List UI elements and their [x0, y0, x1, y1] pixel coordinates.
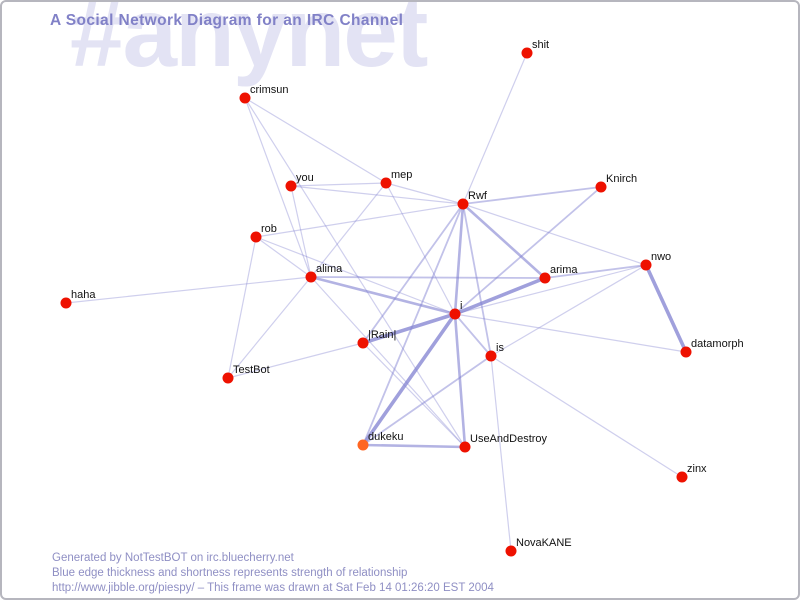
edge-rob-TestBot — [227, 236, 257, 379]
node-label-crimsun: crimsun — [250, 84, 289, 96]
edge-you-Rwf — [290, 185, 464, 205]
edge-i-dukeku — [361, 312, 457, 447]
edge-Knirch-i — [454, 186, 602, 315]
edge-is-dukeku — [362, 355, 492, 446]
node-label-|Rain|: |Rain| — [368, 329, 396, 341]
edge-dukeku-UseAndDestroy — [361, 443, 467, 449]
footer-url-timestamp: http://www.jibble.org/piespy/ – This fra… — [52, 582, 494, 594]
edge-alima-arima — [310, 276, 546, 279]
node-label-is: is — [496, 342, 504, 354]
node-zinx — [676, 471, 688, 483]
edge-is-NovaKANE — [490, 355, 512, 552]
node-mep — [380, 177, 392, 189]
edge-crimsun-UseAndDestroy — [244, 97, 466, 448]
edge-alima-haha — [65, 276, 312, 304]
node-label-dukeku: dukeku — [368, 431, 403, 443]
edge-nwo-is — [490, 264, 647, 357]
node-Knirch — [595, 181, 607, 193]
node-you — [285, 180, 297, 192]
channel-watermark: #anynet — [70, 0, 428, 87]
node-i — [449, 308, 461, 320]
edge-|Rain|-i — [361, 312, 457, 345]
edge-is-zinx — [490, 355, 683, 478]
edge-mep-Rwf — [385, 182, 464, 205]
edge-rob-i — [255, 236, 456, 315]
footer: Generated by NotTestBOT on irc.bluecherr… — [52, 551, 494, 596]
edge-Rwf-dukeku — [362, 203, 464, 446]
footer-generated-by: Generated by NotTestBOT on irc.bluecherr… — [52, 552, 294, 564]
edge-you-mep — [290, 182, 387, 187]
node-arima — [539, 272, 551, 284]
edge-crimsun-mep — [244, 97, 387, 184]
node-rob — [250, 231, 262, 243]
edge-rob-alima — [255, 236, 312, 278]
edge-alima-i — [309, 275, 457, 316]
edge-i-datamorph — [454, 313, 687, 353]
edge-shit-Rwf — [462, 52, 528, 205]
node-label-zinx: zinx — [687, 463, 707, 475]
node-label-mep: mep — [391, 169, 412, 181]
node-label-Rwf: Rwf — [468, 190, 488, 202]
node-label-rob: rob — [261, 223, 277, 235]
edge-alima-TestBot — [227, 276, 312, 379]
edge-Rwf-|Rain| — [362, 203, 464, 344]
node-datamorph — [680, 346, 692, 358]
edge-i-nwo — [454, 264, 647, 315]
node-label-datamorph: datamorph — [691, 338, 744, 350]
footer-legend-note: Blue edge thickness and shortness repres… — [52, 567, 408, 579]
node-haha — [60, 297, 72, 309]
edge-rob-Rwf — [255, 203, 464, 238]
edge-Rwf-is — [462, 203, 492, 357]
node-UseAndDestroy — [459, 441, 471, 453]
node-label-TestBot: TestBot — [233, 364, 270, 376]
edge-alima-UseAndDestroy — [310, 276, 466, 448]
edge-nwo-datamorph — [644, 263, 688, 354]
page-title: A Social Network Diagram for an IRC Chan… — [50, 12, 404, 29]
edge-i-is — [454, 313, 492, 357]
edge-Rwf-arima — [461, 202, 547, 280]
node-dukeku — [357, 439, 369, 451]
edge-Rwf-Knirch — [462, 186, 602, 205]
edge-arima-nwo — [544, 264, 647, 279]
edge-mep-i — [385, 182, 456, 315]
edge-you-alima — [290, 185, 312, 278]
node-Rwf — [457, 198, 469, 210]
edge-Rwf-nwo — [462, 203, 647, 266]
edge-mep-alima — [310, 182, 387, 278]
node-shit — [521, 47, 533, 59]
node-alima — [305, 271, 317, 283]
node-|Rain| — [357, 337, 369, 349]
node-label-you: you — [296, 172, 314, 184]
node-label-nwo: nwo — [651, 251, 671, 263]
node-label-shit: shit — [532, 39, 549, 51]
edge-i-UseAndDestroy — [453, 312, 467, 449]
node-TestBot — [222, 372, 234, 384]
node-label-arima: arima — [550, 264, 578, 276]
node-label-Knirch: Knirch — [606, 173, 637, 185]
node-label-UseAndDestroy: UseAndDestroy — [470, 433, 548, 445]
edge-|Rain|-TestBot — [227, 342, 364, 379]
node-nwo — [640, 259, 652, 271]
node-label-NovaKANE: NovaKANE — [516, 537, 572, 549]
node-crimsun — [239, 92, 251, 104]
edge-i-arima — [453, 276, 547, 316]
node-label-i: i — [460, 300, 462, 312]
node-NovaKANE — [505, 545, 517, 557]
node-label-haha: haha — [71, 289, 96, 301]
edge-Rwf-i — [453, 202, 465, 316]
node-is — [485, 350, 497, 362]
node-label-alima: alima — [316, 263, 343, 275]
edge-|Rain|-UseAndDestroy — [362, 342, 466, 448]
edge-crimsun-alima — [244, 97, 312, 278]
